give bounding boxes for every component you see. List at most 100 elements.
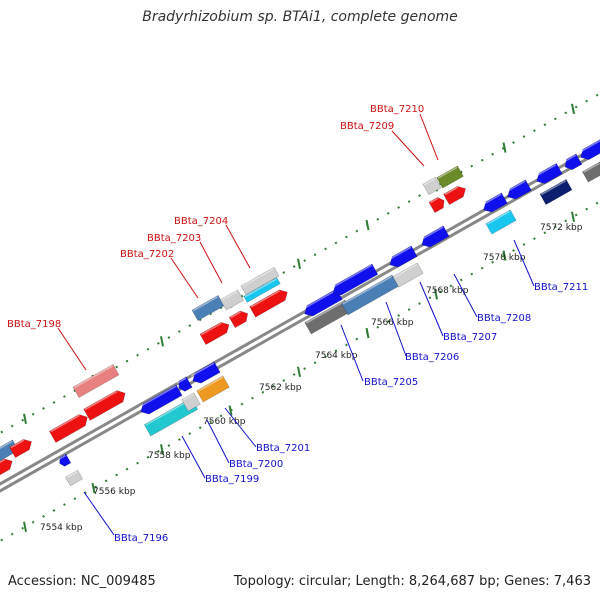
gene-feature xyxy=(72,364,120,398)
gene-highlight xyxy=(176,377,187,384)
gene-feature xyxy=(243,277,281,303)
gene-highlight xyxy=(437,166,458,179)
gene-highlight xyxy=(444,186,459,196)
gene-arrow xyxy=(485,209,517,235)
scale-tick xyxy=(160,444,164,455)
gene-feature xyxy=(481,192,508,213)
gene-feature xyxy=(9,438,32,459)
scale-tick xyxy=(434,289,438,300)
gene-highlight xyxy=(190,362,215,377)
gene-arrow xyxy=(507,179,532,200)
gene-highlight xyxy=(534,164,557,178)
leader-line xyxy=(57,327,87,371)
gene-highlight xyxy=(58,454,66,461)
gene-highlight xyxy=(342,275,393,305)
gene-arrow xyxy=(219,289,245,311)
scale-tick xyxy=(297,366,301,378)
scale-tick xyxy=(571,211,575,223)
coordinate-label: 7556 kbp xyxy=(93,487,136,497)
gene-highlight xyxy=(182,393,194,401)
gene-feature xyxy=(228,310,249,329)
gene-feature xyxy=(196,375,230,403)
leader-line xyxy=(225,224,251,269)
leader-line xyxy=(224,407,257,448)
gene-feature xyxy=(505,179,532,200)
scale-tick xyxy=(23,521,27,533)
gene-feature xyxy=(143,397,199,437)
gene-highlight xyxy=(84,390,118,411)
gene-arrow xyxy=(199,322,230,346)
gene-feature xyxy=(0,458,13,481)
gene-feature xyxy=(387,245,418,268)
gene-arrow xyxy=(443,185,466,206)
leader-line xyxy=(170,257,199,299)
gene-arrow xyxy=(392,262,424,288)
leader-line xyxy=(419,281,444,337)
scale-tick xyxy=(91,482,96,494)
gene-highlight xyxy=(74,365,114,389)
gene-label-reverse: BBta_7201 xyxy=(256,443,310,454)
gene-label-forward: BBta_7209 xyxy=(340,121,394,132)
gene-arrow xyxy=(140,384,183,415)
leader-line xyxy=(181,435,206,479)
gene-highlight xyxy=(423,178,436,186)
gene-feature xyxy=(534,162,563,184)
leader-line xyxy=(340,324,364,382)
map-title: Bradyrhizobium sp. BTAi1, complete genom… xyxy=(142,9,458,25)
gene-feature xyxy=(428,197,445,214)
gene-feature xyxy=(240,266,280,296)
coordinate-label: 7560 kbp xyxy=(203,417,246,427)
gene-feature xyxy=(419,225,450,248)
gene-label-reverse: BBta_7206 xyxy=(405,352,459,363)
gene-highlight xyxy=(241,268,275,288)
gene-label-reverse: BBta_7200 xyxy=(229,459,283,470)
gene-highlight xyxy=(230,311,242,319)
leader-line xyxy=(419,113,439,161)
gene-feature xyxy=(436,165,464,189)
gene-feature xyxy=(302,288,343,317)
leader-line xyxy=(206,419,230,464)
leader-line xyxy=(385,301,407,357)
gene-feature xyxy=(578,138,600,160)
gene-arrow xyxy=(72,364,120,398)
gene-highlight xyxy=(138,385,177,408)
gene-label-forward: BBta_7198 xyxy=(7,319,61,330)
gene-arrow xyxy=(83,390,126,421)
gene-highlight xyxy=(200,322,222,336)
gene-highlight xyxy=(66,470,78,479)
gene-arrow xyxy=(422,176,442,196)
leader-line xyxy=(513,239,535,287)
coordinate-label: 7564 kbp xyxy=(315,351,358,361)
gene-highlight xyxy=(583,162,600,173)
gene-arrow xyxy=(536,162,563,184)
gene-arrow xyxy=(428,197,445,214)
gene-highlight xyxy=(481,193,502,206)
gene-arrow xyxy=(59,453,72,467)
gene-arrow xyxy=(243,277,281,303)
gene-feature xyxy=(331,263,379,296)
scale-tick xyxy=(365,219,370,231)
gene-highlight xyxy=(393,263,418,278)
gene-highlight xyxy=(250,290,281,308)
gene-feature xyxy=(48,414,88,443)
gene-feature xyxy=(138,384,183,415)
gene-arrow xyxy=(304,288,343,317)
gene-arrow xyxy=(240,266,280,296)
gene-highlight xyxy=(192,296,219,312)
gene-label-reverse: BBta_7211 xyxy=(534,282,588,293)
gene-feature xyxy=(58,453,72,467)
gene-feature xyxy=(176,376,193,392)
gene-arrow xyxy=(249,289,288,318)
gene-highlight xyxy=(302,289,337,310)
gene-arrow xyxy=(483,192,508,213)
gene-label-reverse: BBta_7199 xyxy=(205,474,259,485)
gene-highlight xyxy=(505,180,526,193)
gene-label-reverse: BBta_7207 xyxy=(443,332,497,343)
backbone-line xyxy=(0,149,600,493)
gene-label-forward: BBta_7202 xyxy=(120,249,174,260)
gene-arrow xyxy=(539,178,573,206)
gene-feature xyxy=(65,469,83,487)
gene-arrow xyxy=(9,438,32,459)
gene-arrow xyxy=(143,397,199,437)
